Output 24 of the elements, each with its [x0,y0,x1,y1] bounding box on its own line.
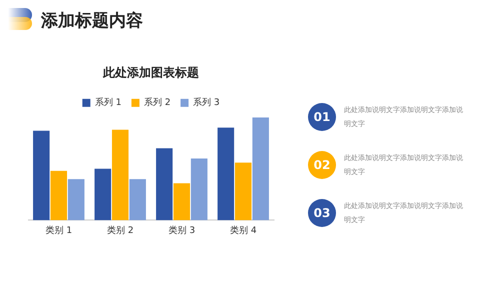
legend-label: 系列 1 [94,97,122,108]
bar [112,130,129,220]
x-tick-label: 类别 2 [106,224,134,236]
chart-title: 添加标题内容 [41,10,143,32]
bar [252,117,269,220]
bar [218,128,234,220]
bar [50,170,68,220]
legend-label: 系列 2 [144,97,171,108]
bar [129,179,146,220]
x-tick-label: 类别 4 [230,224,257,236]
x-tick-label: 类别 3 [168,224,196,236]
bar [234,162,252,220]
text: 01 [308,103,336,131]
bar [156,148,173,220]
bar [68,179,84,220]
bar [33,130,50,220]
text: 02 [308,151,336,179]
x-tick-label: 类别 1 [45,224,72,236]
bar [94,168,112,220]
legend-label: 系列 3 [193,97,220,108]
bar [190,158,208,220]
text: 03 [308,199,336,227]
chart-subtitle: 此处添加图表标题 [102,65,199,80]
bar [173,183,190,220]
